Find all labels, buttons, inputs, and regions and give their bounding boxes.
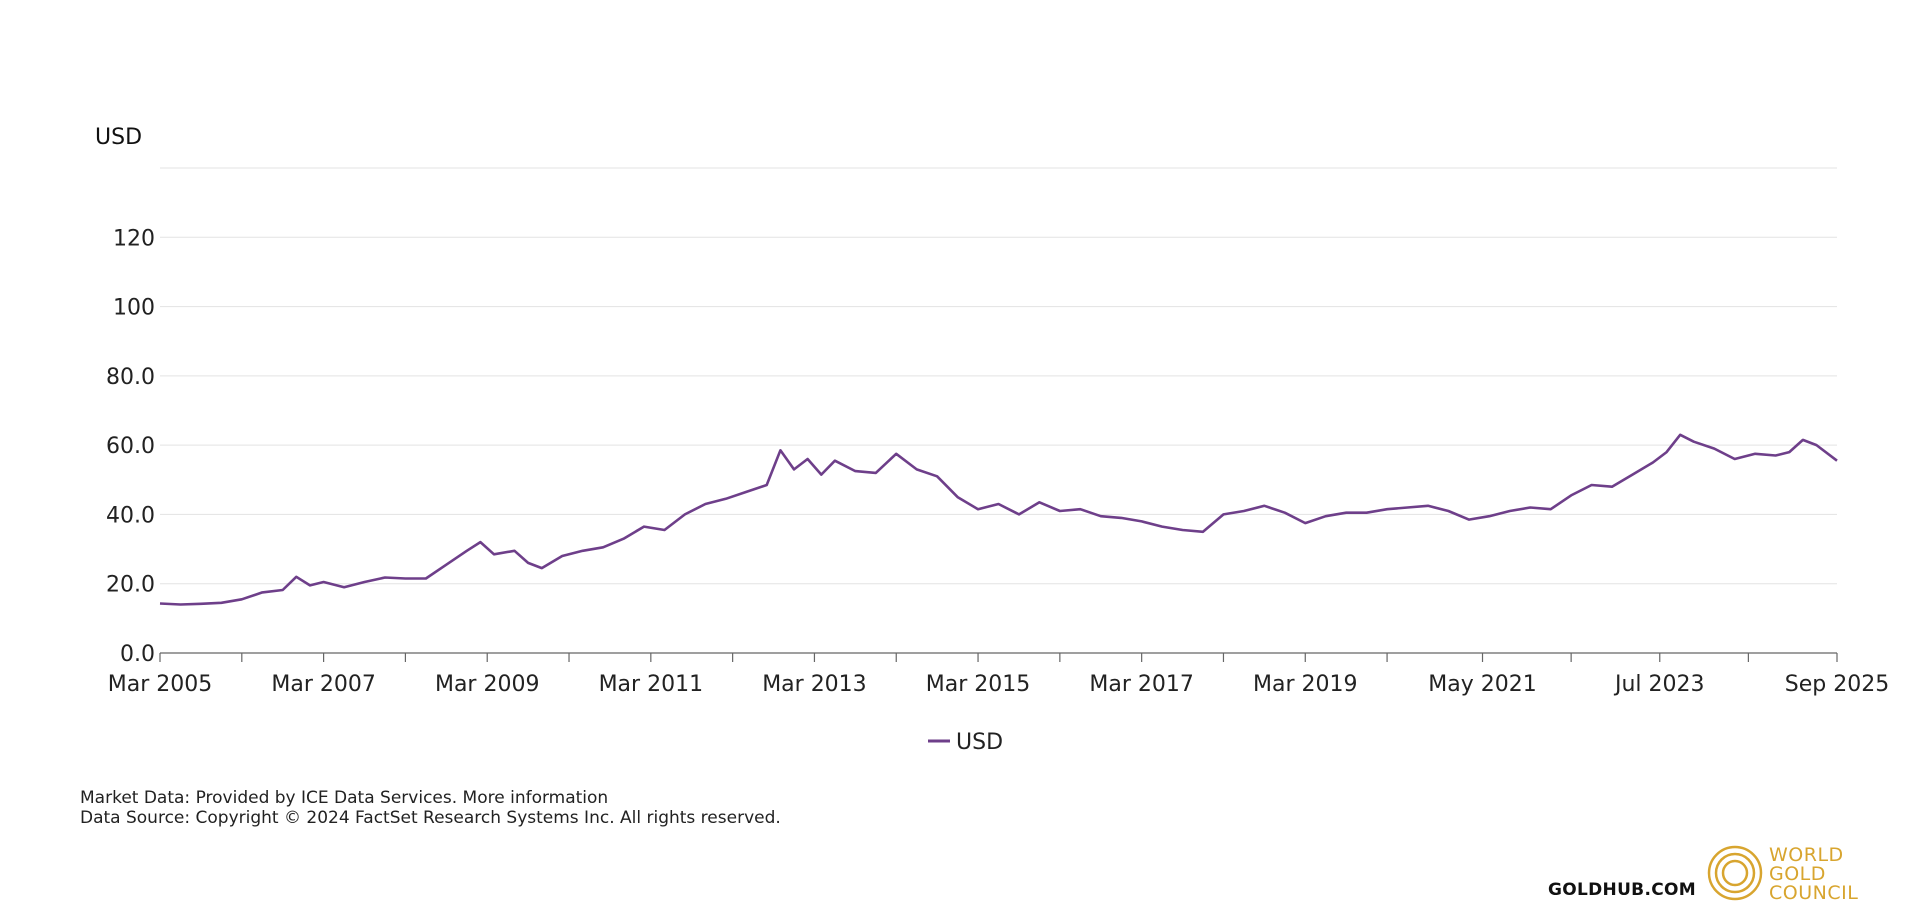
legend[interactable]: USD — [928, 730, 1003, 755]
logo-text-world: WORLD — [1769, 844, 1844, 866]
logo-text-gold: GOLD — [1769, 863, 1826, 885]
x-tick-label: Mar 2009 — [435, 672, 540, 697]
gridlines — [160, 167, 1837, 585]
logo-text-council: COUNCIL — [1769, 882, 1859, 904]
x-tick-label: Mar 2011 — [599, 672, 704, 697]
x-tick-label: Mar 2017 — [1089, 672, 1194, 697]
more-information-link[interactable]: More information — [462, 788, 609, 808]
x-tick-label: Sep 2025 — [1785, 672, 1889, 697]
y-tick-label: 120 — [113, 226, 155, 251]
x-tick-label: Mar 2007 — [271, 672, 376, 697]
footer-data-source: Data Source: Copyright © 2024 FactSet Re… — [80, 808, 781, 828]
y-tick-label: 80.0 — [106, 365, 155, 390]
x-tick-label: Jul 2023 — [1613, 672, 1705, 697]
y-tick-label: 0.0 — [120, 642, 155, 667]
legend-label-usd: USD — [956, 730, 1003, 755]
market-data-text: Market Data: Provided by ICE Data Servic… — [80, 788, 458, 808]
x-tick-label: May 2021 — [1428, 672, 1536, 697]
y-tick-label: 60.0 — [106, 434, 155, 459]
y-axis-label: USD — [95, 125, 142, 150]
data-source-text: Data Source: Copyright © 2024 FactSet Re… — [80, 808, 781, 828]
y-tick-label: 100 — [113, 296, 155, 321]
series-layer — [159, 433, 1838, 606]
y-axis: 0.0 20.0 40.0 60.0 80.0 100 120 — [106, 226, 155, 667]
x-tick-label: Mar 2005 — [108, 672, 213, 697]
x-tick-label: Mar 2013 — [762, 672, 867, 697]
y-tick-label: 20.0 — [106, 573, 155, 598]
goldhub-link[interactable]: GOLDHUB.COM — [1548, 880, 1696, 900]
x-tick-label: Mar 2015 — [926, 672, 1031, 697]
series-line-usd — [159, 433, 1838, 606]
world-gold-council-logo — [1707, 845, 1763, 901]
footer-market-data: Market Data: Provided by ICE Data Servic… — [80, 788, 608, 808]
x-axis: Mar 2005 Mar 2007 Mar 2009 Mar 2011 Mar 2013… — [108, 652, 1889, 697]
y-tick-label: 40.0 — [106, 503, 155, 528]
x-tick-label: Mar 2019 — [1253, 672, 1358, 697]
